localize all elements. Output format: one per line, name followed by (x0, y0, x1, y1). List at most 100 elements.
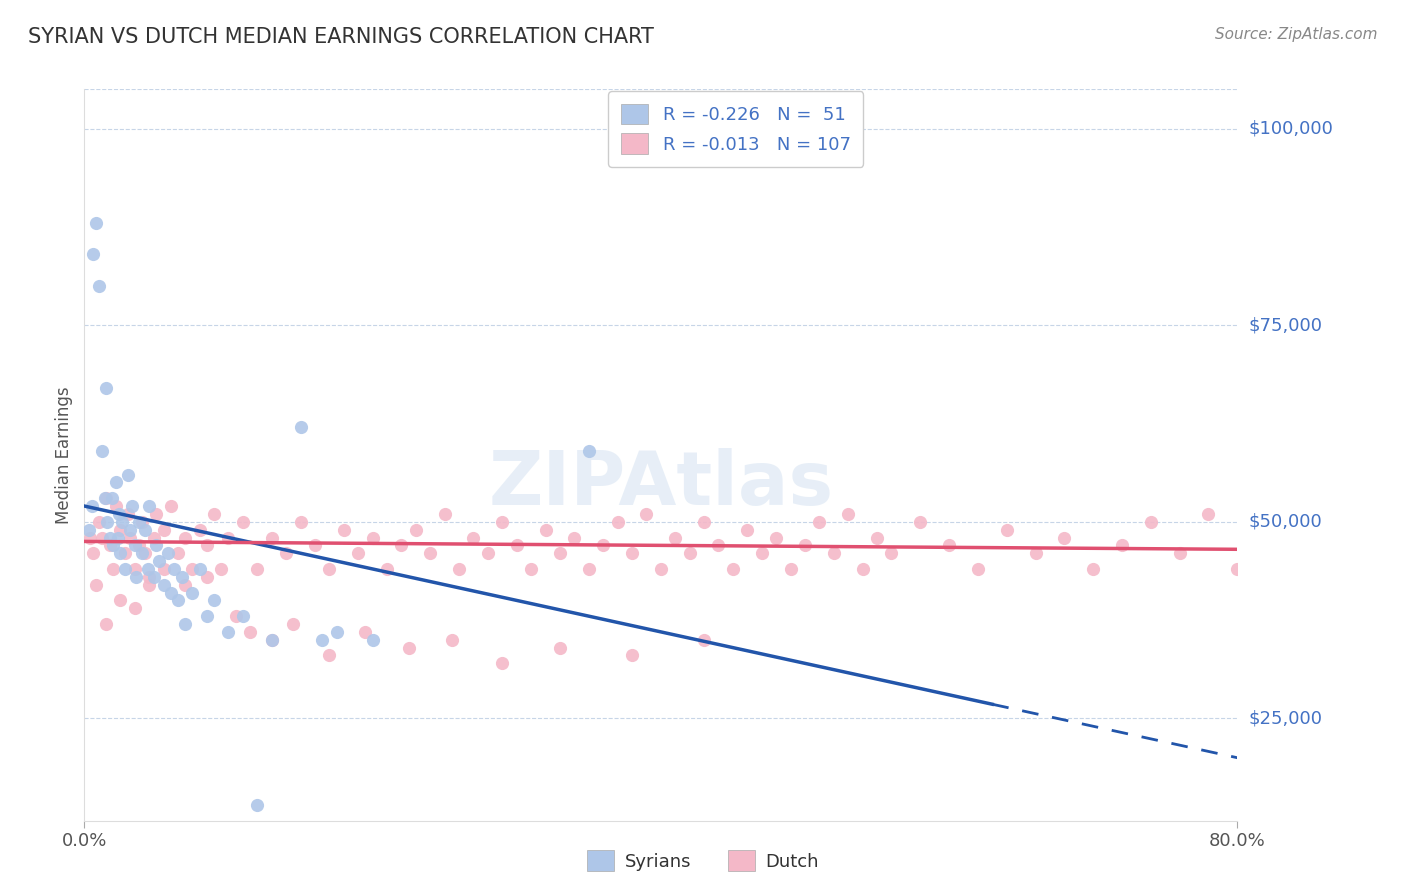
Point (117, 507, 139, 521)
Point (548, 640, 571, 655)
Point (105, 499, 128, 513)
Point (114, 562, 136, 576)
Legend: Syrians, Dutch: Syrians, Dutch (579, 843, 827, 879)
Text: Source: ZipAtlas.com: Source: ZipAtlas.com (1215, 27, 1378, 42)
Point (195, 609, 218, 624)
Point (174, 531, 197, 545)
Point (361, 632, 384, 647)
Point (765, 531, 787, 545)
Point (823, 546, 845, 560)
Point (325, 624, 347, 639)
Point (1168, 546, 1191, 560)
Point (148, 554, 170, 568)
Text: $75,000: $75,000 (1249, 316, 1323, 334)
Point (440, 632, 463, 647)
Point (548, 546, 571, 560)
Point (163, 562, 186, 576)
Point (124, 538, 146, 552)
Point (794, 538, 817, 552)
Point (174, 577, 197, 591)
Point (225, 609, 247, 624)
Point (100, 491, 122, 505)
Point (195, 538, 218, 552)
Point (110, 523, 132, 537)
Point (361, 531, 384, 545)
Text: $100,000: $100,000 (1249, 120, 1334, 137)
Point (108, 507, 131, 521)
Point (96, 515, 118, 529)
Text: $50,000: $50,000 (1249, 513, 1323, 531)
Point (82, 247, 104, 261)
Point (318, 562, 340, 576)
Point (98, 531, 121, 545)
Point (117, 467, 139, 482)
Point (188, 523, 211, 537)
Point (239, 624, 262, 639)
Point (142, 531, 165, 545)
Point (103, 538, 124, 552)
Point (138, 577, 160, 591)
Point (737, 523, 759, 537)
Point (564, 531, 586, 545)
Point (290, 420, 312, 434)
Text: $25,000: $25,000 (1249, 709, 1323, 727)
Point (304, 538, 326, 552)
Point (156, 546, 179, 560)
Point (128, 538, 150, 552)
Point (93, 491, 115, 505)
Point (131, 546, 153, 560)
Point (181, 585, 204, 599)
Point (98, 538, 121, 552)
Point (80, 499, 103, 513)
Text: ZIPAtlas: ZIPAtlas (488, 448, 834, 521)
Point (276, 546, 298, 560)
Legend: R = -0.226   N =  51, R = -0.013   N = 107: R = -0.226 N = 51, R = -0.013 N = 107 (609, 91, 863, 167)
Point (866, 531, 889, 545)
Point (218, 624, 240, 639)
Point (779, 562, 801, 576)
Point (910, 515, 932, 529)
Point (260, 531, 283, 545)
Point (246, 797, 269, 812)
Point (111, 515, 134, 529)
Point (693, 515, 716, 529)
Point (136, 562, 159, 576)
Point (578, 562, 600, 576)
Point (120, 531, 142, 545)
Point (120, 523, 142, 537)
Point (232, 609, 254, 624)
Point (347, 546, 370, 560)
Point (87, 278, 110, 293)
Point (592, 538, 614, 552)
Point (232, 515, 254, 529)
Point (134, 546, 156, 560)
Point (260, 632, 283, 647)
Point (679, 546, 702, 560)
Text: SYRIAN VS DUTCH MEDIAN EARNINGS CORRELATION CHART: SYRIAN VS DUTCH MEDIAN EARNINGS CORRELAT… (28, 27, 654, 46)
Point (79, 531, 101, 545)
Point (218, 531, 240, 545)
Point (94, 381, 117, 395)
Point (837, 507, 859, 521)
Point (188, 562, 211, 576)
Point (707, 538, 730, 552)
Point (463, 531, 485, 545)
Point (967, 562, 990, 576)
Point (398, 640, 420, 655)
Point (90, 531, 112, 545)
Point (405, 523, 427, 537)
Point (318, 648, 340, 663)
Point (419, 546, 441, 560)
Point (621, 648, 644, 663)
Point (152, 577, 174, 591)
Point (260, 632, 283, 647)
Point (167, 593, 190, 607)
Point (283, 617, 305, 632)
Point (1226, 562, 1249, 576)
Point (880, 546, 903, 560)
Point (90, 444, 112, 458)
Point (693, 632, 716, 647)
Point (391, 538, 413, 552)
Point (664, 531, 686, 545)
Point (477, 546, 499, 560)
